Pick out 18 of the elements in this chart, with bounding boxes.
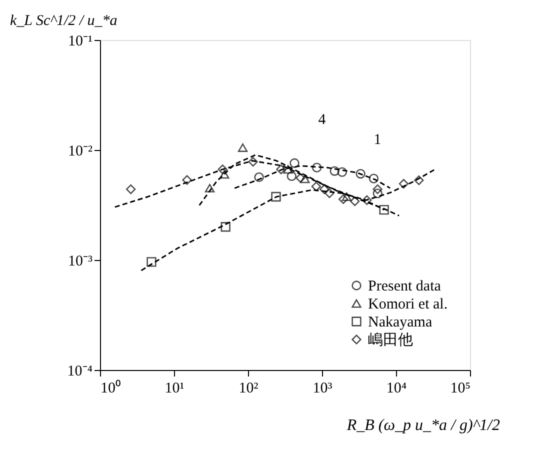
legend-label: Present data — [368, 278, 442, 294]
y-tick-label: 10⁻³ — [68, 254, 93, 270]
x-tick-label: 10⁰ — [100, 380, 120, 396]
y-tick-label: 10⁻² — [68, 144, 93, 160]
legend-label: 嶋田他 — [368, 332, 413, 348]
x-tick-label: 10⁵ — [450, 380, 470, 396]
x-axis-title: R_B (ω_p u_*a / g)^1/2 — [346, 417, 500, 434]
x-tick-label: 10² — [238, 380, 259, 396]
legend-label: Nakayama — [368, 314, 432, 330]
legend-label: Komori et al. — [368, 296, 448, 312]
y-axis-title: k_L Sc^1/2 / u_*a — [10, 13, 118, 29]
x-tick-label: 10³ — [312, 380, 333, 396]
annotation: 4 — [318, 112, 326, 128]
x-tick-label: 10⁴ — [386, 380, 407, 396]
y-tick-label: 10⁻¹ — [68, 34, 92, 50]
y-tick-label: 10⁻⁴ — [67, 364, 92, 380]
annotation: 1 — [374, 132, 382, 148]
x-tick-label: 10¹ — [164, 380, 184, 396]
